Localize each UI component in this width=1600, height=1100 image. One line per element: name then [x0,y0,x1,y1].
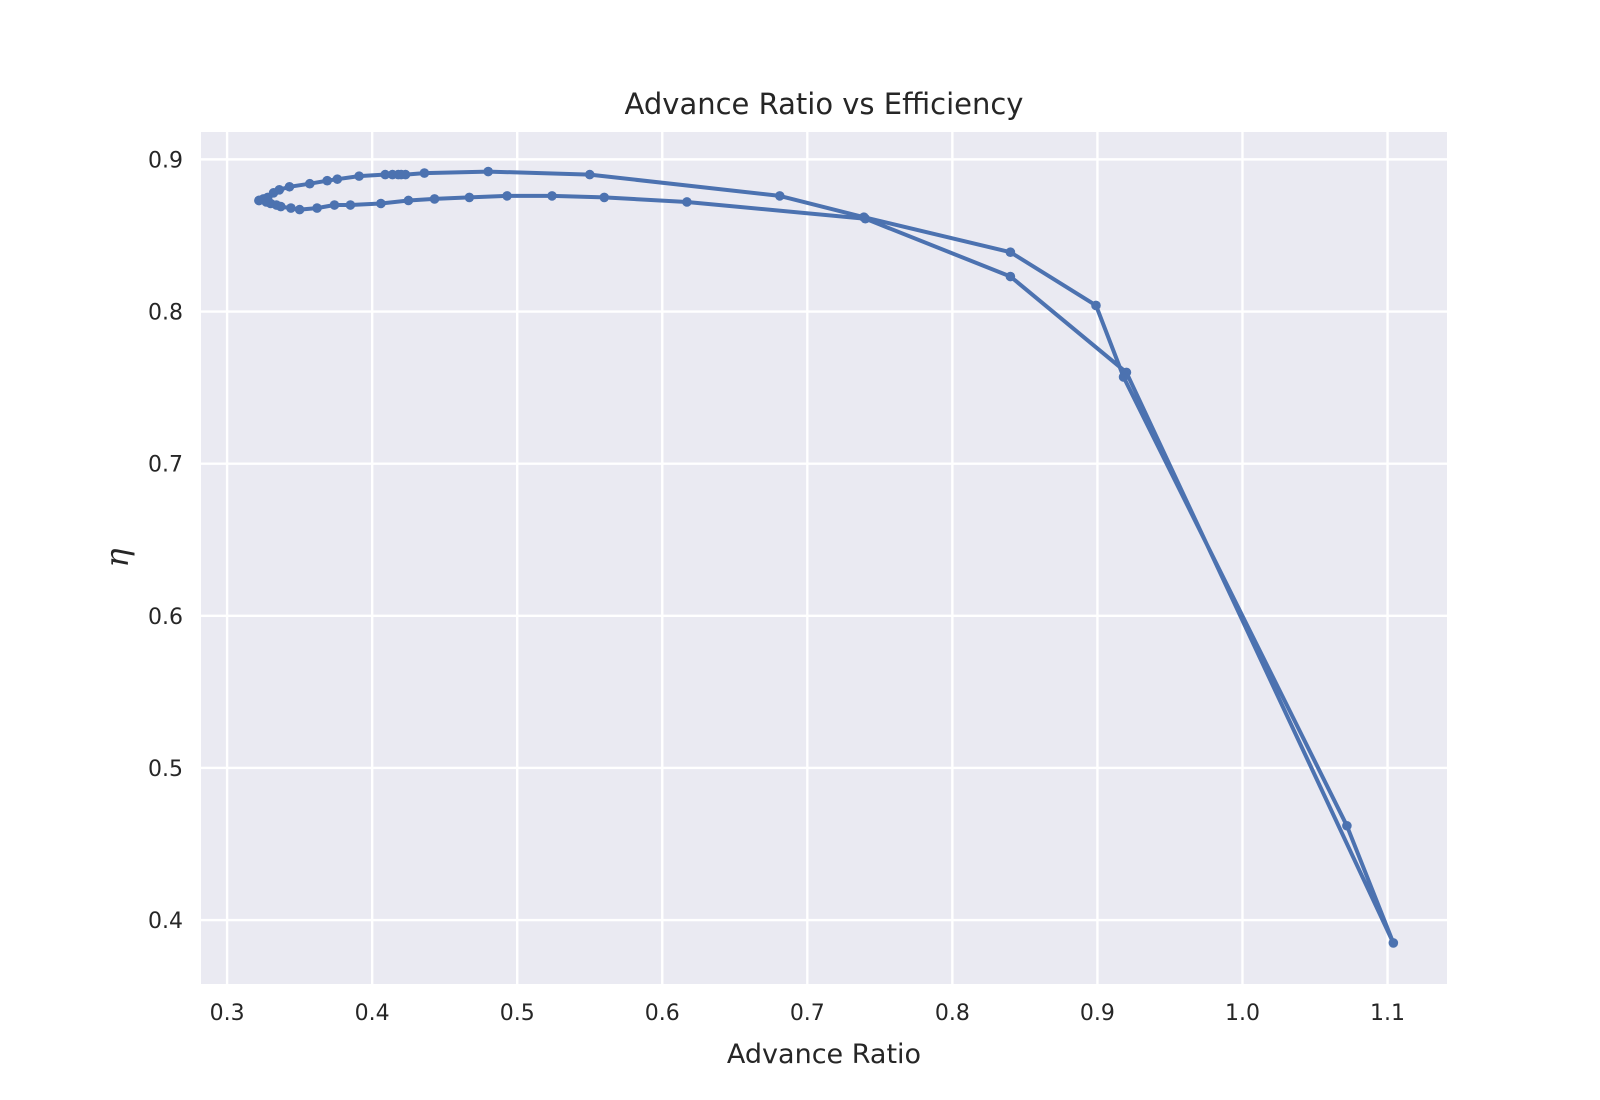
y-tick-label: 0.6 [148,605,183,630]
chart-title: Advance Ratio vs Efficiency [625,87,1024,121]
data-point [400,169,411,180]
x-tick-label: 0.5 [500,1001,535,1026]
data-point [294,204,305,215]
x-axis-label: Advance Ratio [727,1039,921,1070]
data-point [1005,247,1016,257]
data-point [274,185,285,195]
data-point [284,181,295,192]
data-point [429,194,440,204]
data-point [261,197,272,207]
plot-area [201,132,1447,984]
data-point [332,174,343,184]
data-point [304,178,315,189]
data-point [354,171,364,181]
grid-lines [201,132,1447,984]
data-point [419,168,430,178]
data-point [547,191,557,201]
series-line [257,169,1396,945]
y-tick-label: 0.8 [148,301,183,326]
data-point [345,200,356,210]
data-point [682,197,692,207]
y-tick-label: 0.4 [148,909,183,934]
x-tick-label: 1.1 [1370,1001,1405,1026]
x-tick-label: 0.6 [645,1001,680,1026]
y-tick-label: 0.9 [148,148,183,173]
series-layer [254,166,1399,948]
y-axis-label: η [98,548,136,567]
data-point [1342,820,1352,831]
data-point [403,195,414,206]
data-point [254,195,264,206]
x-tick-label: 0.3 [210,1001,245,1026]
data-point [599,192,610,203]
data-point [1091,300,1101,311]
x-tick-label: 0.8 [935,1001,970,1026]
data-point [329,200,340,210]
data-point [1121,367,1132,378]
data-point [1388,938,1399,948]
data-point [1005,271,1016,282]
data-point [464,192,475,203]
x-tick-label: 0.9 [1080,1001,1115,1026]
data-point [483,166,494,177]
x-tick-label: 0.7 [790,1001,825,1026]
data-point [502,191,512,201]
x-tick-label: 1.0 [1225,1001,1260,1026]
y-tick-label: 0.7 [148,453,183,478]
x-tick-labels: 0.3 0.4 0.5 0.6 0.7 0.8 0.9 1.0 1.1 [210,1001,1405,1026]
data-point [584,169,595,180]
data-point [322,175,332,186]
y-tick-labels: 0.4 0.5 0.6 0.7 0.8 0.9 [148,148,183,934]
data-point [860,213,871,224]
data-point [286,203,296,213]
x-tick-label: 0.4 [355,1001,390,1026]
y-tick-label: 0.5 [148,757,183,782]
data-point [376,198,386,209]
data-point [380,169,391,180]
data-point [312,203,322,213]
data-point [774,191,785,201]
